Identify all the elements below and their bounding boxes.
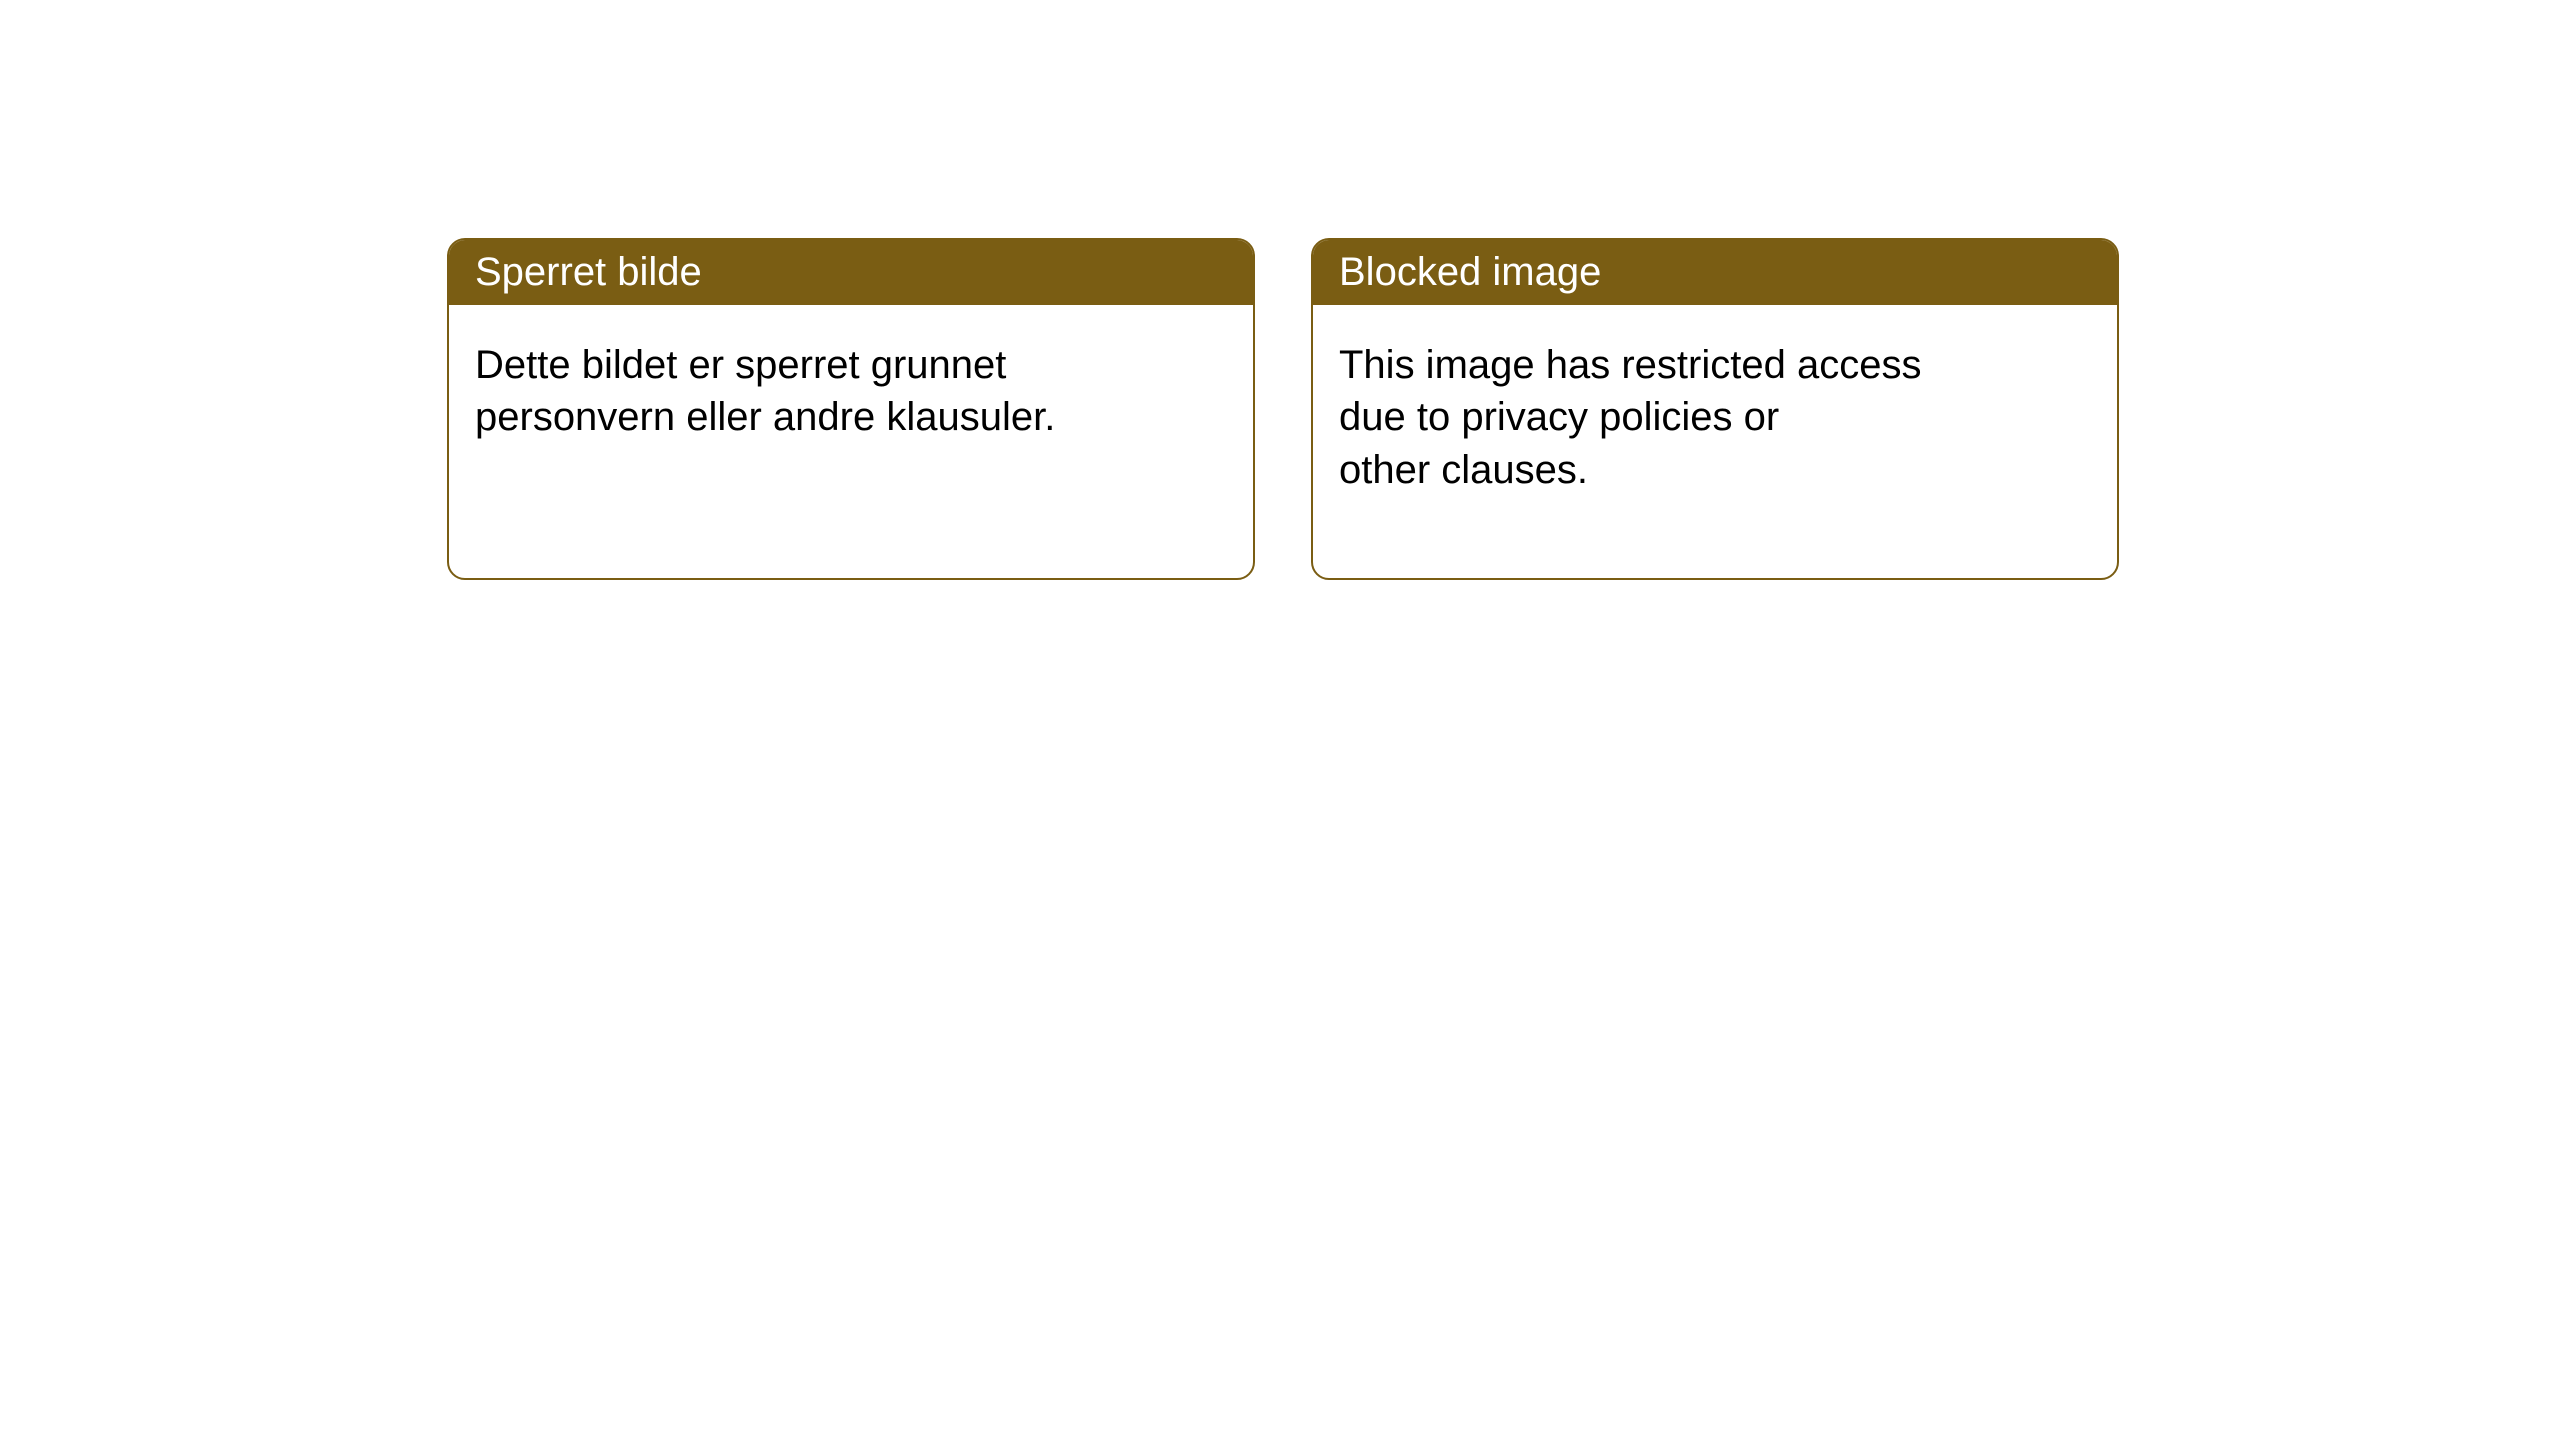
notice-card-english: Blocked image This image has restricted … <box>1311 238 2119 580</box>
notice-body-norwegian: Dette bildet er sperret grunnet personve… <box>449 305 1253 478</box>
notice-card-norwegian: Sperret bilde Dette bildet er sperret gr… <box>447 238 1255 580</box>
notice-header-norwegian: Sperret bilde <box>449 240 1253 305</box>
notice-title-norwegian: Sperret bilde <box>475 250 702 294</box>
notice-container: Sperret bilde Dette bildet er sperret gr… <box>447 238 2119 580</box>
notice-title-english: Blocked image <box>1339 250 1601 294</box>
notice-body-english: This image has restricted access due to … <box>1313 305 2117 530</box>
notice-header-english: Blocked image <box>1313 240 2117 305</box>
